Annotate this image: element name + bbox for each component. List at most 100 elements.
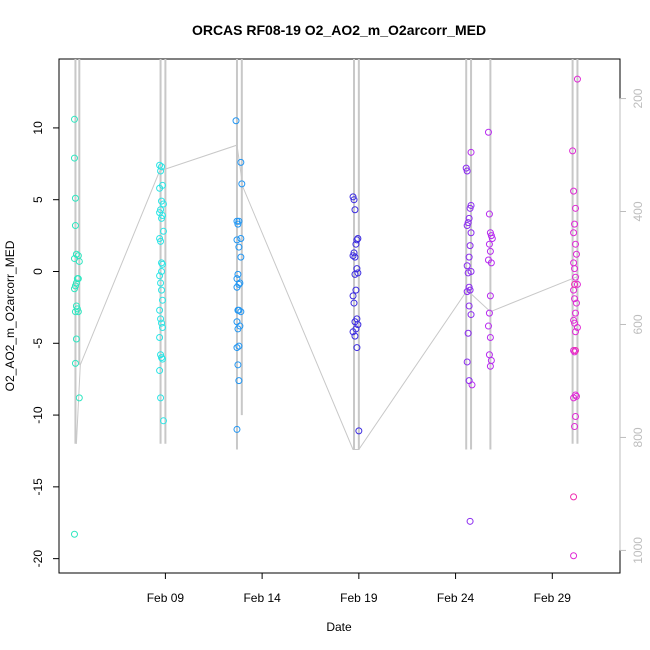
data-point [71, 359, 79, 367]
y-tick-label: -10 [31, 406, 45, 424]
data-point [235, 217, 243, 225]
y-tick-label: -20 [31, 550, 45, 568]
data-point [353, 344, 361, 352]
data-point [572, 413, 580, 421]
data-point [234, 361, 242, 369]
data-point [464, 219, 472, 227]
vertical-profiles [74, 59, 579, 450]
data-point [572, 299, 580, 307]
data-point [465, 214, 473, 222]
y-tick-label: 10 [31, 121, 45, 135]
data-point [573, 280, 581, 288]
data-point [156, 234, 164, 242]
data-point [349, 328, 357, 336]
data-point [158, 214, 166, 222]
data-point [570, 394, 578, 402]
data-point [156, 306, 164, 314]
data-point [569, 147, 577, 155]
data-point [159, 417, 167, 425]
secondary-tick-label: 200 [631, 88, 645, 108]
data-point [235, 377, 243, 385]
y-tick-label: 5 [31, 196, 45, 203]
x-tick-label: Feb 09 [147, 591, 185, 605]
data-point [466, 204, 474, 212]
data-point [467, 229, 475, 237]
data-point [234, 220, 242, 228]
y-tick-label: 0 [31, 268, 45, 275]
data-point [156, 367, 164, 375]
data-point [572, 273, 580, 281]
data-point [349, 252, 357, 260]
data-point [158, 163, 166, 171]
data-point [572, 240, 580, 248]
data-point [573, 75, 581, 83]
data-point [486, 334, 494, 342]
data-point [350, 249, 358, 257]
data-point [157, 167, 165, 175]
y-tick-label: -15 [31, 478, 45, 496]
data-point [158, 354, 166, 362]
data-point [158, 296, 166, 304]
data-point [572, 250, 580, 258]
data-point [487, 232, 495, 240]
data-point [350, 196, 358, 204]
data-point [233, 236, 241, 244]
data-point [157, 315, 165, 323]
data-point [157, 237, 165, 245]
data-point [71, 222, 79, 230]
secondary-tick-label: 600 [631, 314, 645, 334]
data-point [74, 275, 82, 283]
data-point [232, 117, 240, 125]
data-point [572, 328, 580, 336]
data-point [72, 250, 80, 258]
data-point [71, 194, 79, 202]
secondary-tick-label: 800 [631, 427, 645, 447]
y-tick-label: -5 [31, 338, 45, 349]
data-point [156, 184, 164, 192]
secondary-tick-label: 1000 [631, 537, 645, 564]
data-point [570, 316, 578, 324]
data-point [351, 253, 359, 261]
data-point [570, 187, 578, 195]
data-point [487, 259, 495, 267]
data-point [71, 282, 79, 290]
data-point [570, 552, 578, 560]
data-point [570, 493, 578, 501]
data-point [233, 425, 241, 433]
data-point [352, 240, 360, 248]
data-point [570, 229, 578, 237]
data-point [572, 346, 580, 354]
x-tick-label: Feb 29 [534, 591, 572, 605]
data-point [238, 180, 246, 188]
data-point [484, 322, 492, 330]
x-axis-label: Date [326, 620, 352, 634]
data-point [571, 220, 579, 228]
data-point [465, 302, 473, 310]
data-point [485, 210, 493, 218]
data-point [485, 309, 493, 317]
data-point [573, 323, 581, 331]
data-point [466, 242, 474, 250]
data-point [572, 309, 580, 317]
data-point [235, 306, 243, 314]
data-point [158, 355, 166, 363]
x-tick-label: Feb 19 [340, 591, 378, 605]
data-point [72, 335, 80, 343]
data-point [351, 206, 359, 214]
data-point [156, 272, 164, 280]
data-points [70, 75, 581, 560]
data-point [70, 115, 78, 123]
data-point [355, 427, 363, 435]
data-point [233, 217, 241, 225]
y-axis-label: O2_AO2_m_O2arcorr_MED [3, 240, 17, 391]
data-point [484, 128, 492, 136]
data-point [465, 283, 473, 291]
data-point [349, 193, 357, 201]
data-point [158, 286, 166, 294]
data-point [571, 280, 579, 288]
data-point [464, 329, 472, 337]
data-point [75, 257, 83, 265]
data-point [353, 236, 361, 244]
data-point [157, 351, 165, 359]
